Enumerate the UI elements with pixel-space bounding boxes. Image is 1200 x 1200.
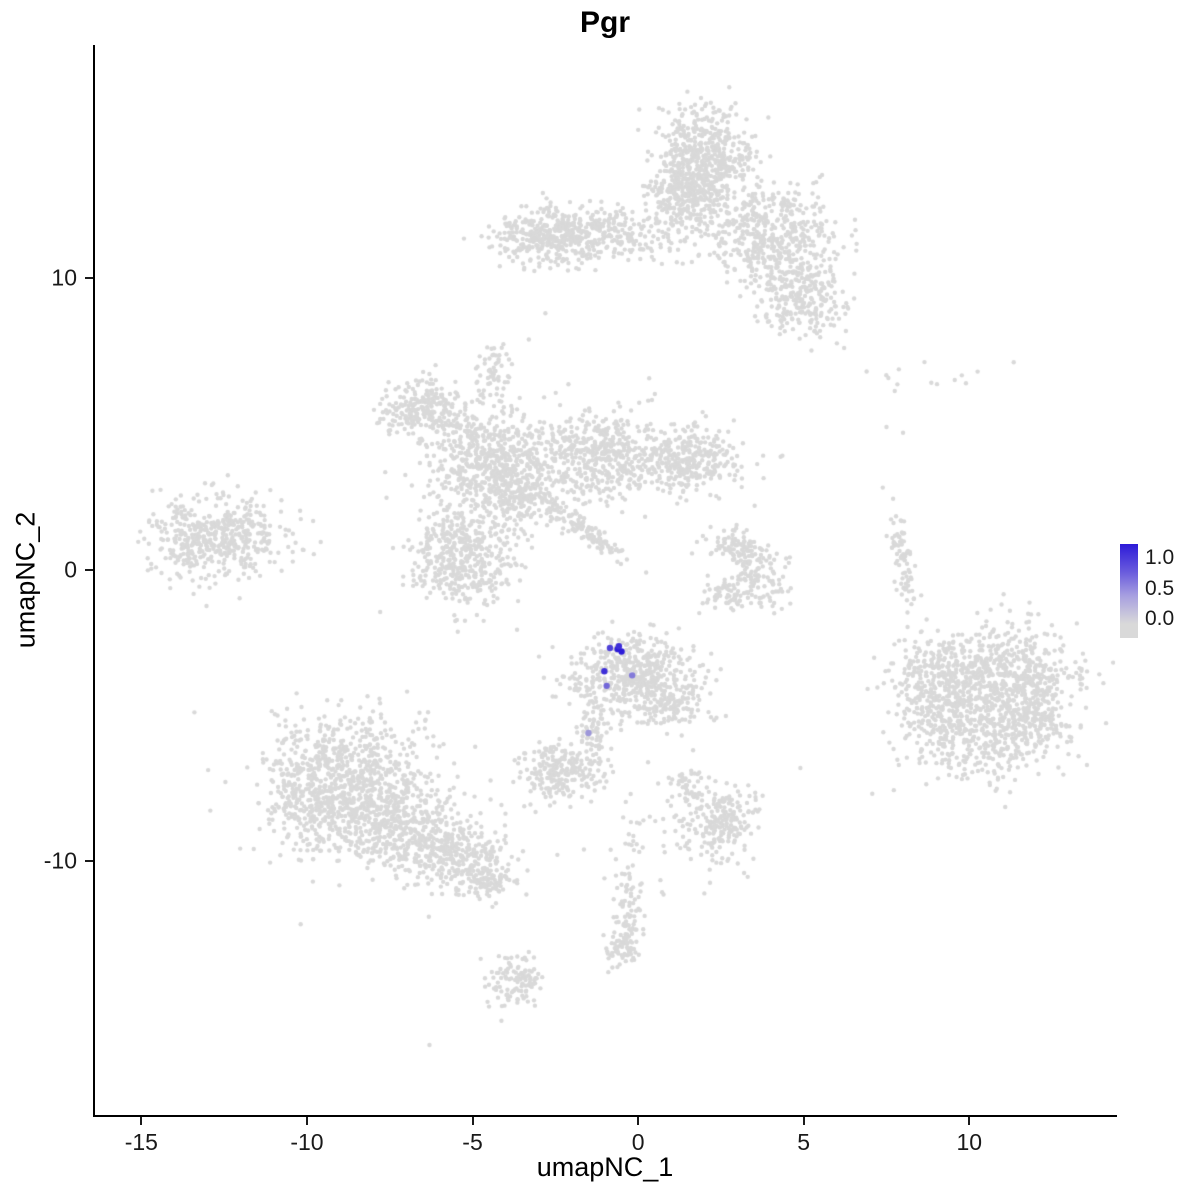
expression-legend: 1.0 0.5 0.0 (1120, 544, 1198, 644)
legend-label-high: 1.0 (1145, 546, 1175, 569)
plot-title: Pgr (579, 6, 631, 39)
x-tick-mark (802, 1117, 805, 1125)
legend-gradient-bar (1120, 544, 1138, 638)
x-tick-label: 5 (797, 1129, 811, 1155)
x-tick-label: -5 (462, 1129, 483, 1155)
y-tick-label: -10 (43, 847, 77, 874)
x-tick-label: 0 (631, 1129, 645, 1155)
x-tick-label: -15 (124, 1129, 158, 1155)
y-axis-title: umapNC_2 (10, 511, 41, 649)
x-tick-mark (140, 1117, 143, 1125)
legend-label-mid: 0.5 (1145, 577, 1175, 600)
x-tick-mark (471, 1117, 474, 1125)
x-tick-mark (305, 1117, 308, 1125)
y-tick-mark (85, 568, 93, 571)
y-axis-line (93, 45, 95, 1117)
x-axis-line (93, 1115, 1117, 1117)
x-tick-mark (637, 1117, 640, 1125)
y-tick-label: 10 (51, 264, 77, 291)
x-tick-label: -10 (290, 1129, 324, 1155)
x-axis-title: umapNC_1 (536, 1152, 674, 1182)
y-tick-mark (85, 860, 93, 863)
y-tick-mark (85, 277, 93, 280)
x-tick-mark (968, 1117, 971, 1125)
y-tick-label: 0 (64, 556, 77, 583)
x-tick-label: 10 (956, 1129, 983, 1155)
legend-label-low: 0.0 (1145, 607, 1175, 630)
